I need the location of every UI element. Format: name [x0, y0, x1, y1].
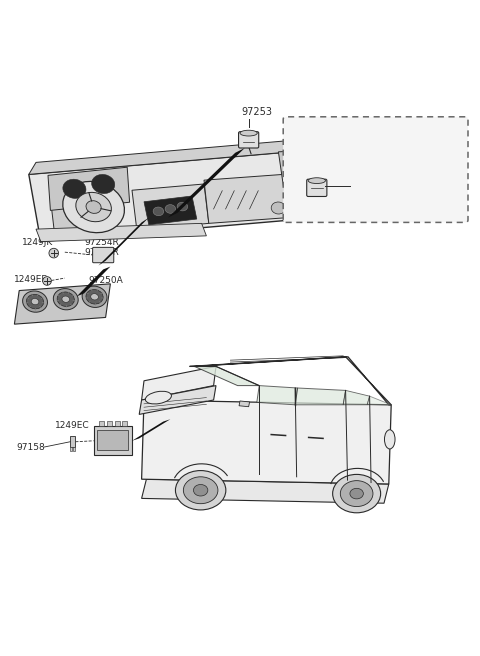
Polygon shape [190, 357, 391, 405]
Polygon shape [99, 420, 104, 426]
Ellipse shape [92, 174, 115, 194]
Polygon shape [343, 390, 370, 405]
Text: 1249EC: 1249EC [55, 421, 90, 430]
Polygon shape [107, 420, 112, 426]
Polygon shape [77, 266, 110, 297]
Polygon shape [48, 167, 130, 211]
Circle shape [49, 249, 59, 258]
Ellipse shape [63, 182, 124, 233]
Polygon shape [50, 191, 84, 239]
Ellipse shape [153, 207, 164, 216]
Text: 1249EE: 1249EE [14, 276, 48, 285]
Ellipse shape [57, 292, 74, 306]
Text: 1249JK: 1249JK [22, 238, 53, 247]
Text: (W/O AUTO LIGHT: (W/O AUTO LIGHT [324, 131, 427, 141]
Ellipse shape [63, 179, 86, 198]
Polygon shape [239, 401, 250, 407]
FancyBboxPatch shape [93, 247, 114, 262]
Text: 97253: 97253 [241, 107, 272, 117]
Text: 97254: 97254 [353, 182, 384, 192]
Polygon shape [194, 367, 259, 386]
Polygon shape [144, 196, 197, 225]
Ellipse shape [193, 485, 208, 496]
Polygon shape [122, 420, 127, 426]
Polygon shape [115, 420, 120, 426]
FancyBboxPatch shape [239, 132, 259, 148]
Ellipse shape [23, 291, 48, 312]
Bar [73, 447, 75, 451]
Polygon shape [98, 218, 149, 266]
Polygon shape [29, 138, 314, 174]
Polygon shape [278, 150, 317, 218]
Polygon shape [168, 148, 245, 218]
Circle shape [43, 277, 51, 285]
Polygon shape [142, 479, 389, 503]
Ellipse shape [384, 430, 395, 449]
FancyBboxPatch shape [283, 117, 468, 222]
Polygon shape [94, 426, 132, 455]
Ellipse shape [91, 294, 98, 300]
Ellipse shape [271, 202, 286, 214]
Polygon shape [367, 396, 391, 405]
Ellipse shape [76, 192, 111, 222]
Polygon shape [257, 386, 298, 405]
Text: 97250A: 97250A [89, 276, 123, 285]
Polygon shape [132, 419, 170, 441]
Polygon shape [142, 367, 216, 400]
Ellipse shape [31, 298, 39, 305]
Ellipse shape [183, 477, 218, 504]
Polygon shape [14, 284, 110, 324]
Ellipse shape [350, 488, 363, 499]
Text: SENSOR): SENSOR) [349, 149, 402, 159]
Ellipse shape [340, 481, 373, 506]
Ellipse shape [62, 296, 70, 302]
Polygon shape [295, 388, 346, 405]
Bar [70, 447, 72, 451]
Ellipse shape [308, 178, 325, 184]
Polygon shape [36, 223, 206, 241]
Polygon shape [204, 174, 288, 223]
Ellipse shape [165, 205, 176, 213]
Ellipse shape [145, 391, 171, 404]
Ellipse shape [240, 131, 257, 136]
Text: 97158: 97158 [17, 443, 46, 451]
Ellipse shape [82, 286, 107, 308]
Polygon shape [142, 400, 391, 484]
Ellipse shape [177, 202, 188, 211]
Polygon shape [97, 430, 128, 451]
Ellipse shape [26, 295, 44, 309]
Ellipse shape [176, 470, 226, 510]
Polygon shape [139, 386, 216, 415]
FancyBboxPatch shape [307, 179, 327, 197]
Polygon shape [29, 150, 319, 241]
Text: 97254R: 97254R [84, 238, 119, 247]
Ellipse shape [53, 289, 78, 310]
Ellipse shape [86, 201, 101, 213]
Bar [70, 436, 75, 447]
Polygon shape [132, 184, 209, 230]
Text: 97254R: 97254R [84, 248, 119, 257]
Ellipse shape [86, 289, 103, 304]
Ellipse shape [333, 474, 381, 513]
